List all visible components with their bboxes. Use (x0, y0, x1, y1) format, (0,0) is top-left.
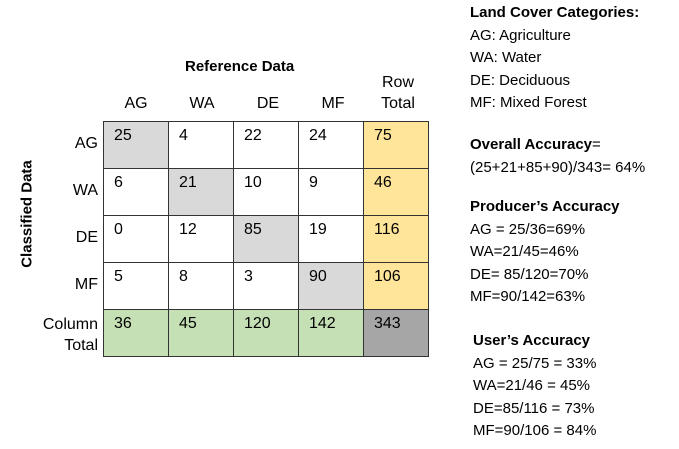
category-item: WA: Water (470, 49, 542, 66)
users-accuracy-item: AG = 25/75 = 33% (473, 354, 597, 372)
producers-accuracy-item: WA=21/45=46% (470, 243, 579, 260)
matrix-cell: 85 (234, 216, 299, 263)
users-accuracy-item: MF=90/106 = 84% (473, 422, 597, 439)
matrix-cell: 9 (299, 169, 364, 216)
matrix-cell: 6 (104, 169, 169, 216)
reference-data-title: Reference Data (185, 58, 295, 75)
column-total-cell: 120 (234, 310, 299, 357)
categories-title: Land Cover Categories: (470, 4, 640, 21)
overall-accuracy-formula: (25+21+85+90)/343= 64% (470, 158, 646, 176)
overall-accuracy: Overall Accuracy= (25+21+85+90)/343= 64% (470, 134, 645, 179)
producers-accuracy: Producer’s Accuracy AG = 25/36=69% WA=21… (470, 196, 620, 309)
row-total-cell: 46 (364, 169, 429, 216)
row-total-header: Row Total (365, 72, 431, 114)
row-total-header-line2: Total (381, 95, 415, 112)
matrix-cell: 4 (169, 122, 234, 169)
column-total-header: Column Total (18, 314, 98, 356)
matrix-cell: 90 (299, 263, 364, 310)
producers-accuracy-item: AG = 25/36=69% (470, 220, 586, 238)
row-total-cell: 116 (364, 216, 429, 263)
matrix-cell: 22 (234, 122, 299, 169)
column-total-cell: 142 (299, 310, 364, 357)
matrix-cell: 10 (234, 169, 299, 216)
matrix-cell: 19 (299, 216, 364, 263)
category-item: MF: Mixed Forest (470, 94, 587, 111)
row-header-wa: WA (72, 182, 98, 199)
category-item: DE: Deciduous (470, 71, 571, 89)
column-total-cell: 45 (169, 310, 234, 357)
matrix-cell: 24 (299, 122, 364, 169)
row-header-mf: MF (74, 276, 98, 293)
producers-accuracy-item: DE= 85/120=70% (470, 265, 589, 283)
matrix-cell: 25 (104, 122, 169, 169)
grand-total-cell: 343 (364, 310, 429, 357)
col-header-mf: MF (321, 95, 345, 112)
matrix-cell: 5 (104, 263, 169, 310)
producers-accuracy-item: MF=90/142=63% (470, 288, 586, 305)
row-total-cell: 106 (364, 263, 429, 310)
matrix-cell: 8 (169, 263, 234, 310)
col-header-wa: WA (189, 95, 215, 112)
row-total-header-line1: Row (381, 74, 414, 91)
col-header-ag: AG (124, 95, 148, 112)
matrix-cell: 3 (234, 263, 299, 310)
column-total-header-line1: Column (42, 316, 98, 333)
column-total-header-line2: Total (64, 337, 98, 354)
col-header-de: DE (256, 95, 280, 112)
users-accuracy-title: User’s Accuracy (473, 332, 591, 349)
matrix-cell: 12 (169, 216, 234, 263)
overall-accuracy-equals: = (592, 136, 601, 153)
category-item: AG: Agriculture (470, 26, 571, 44)
confusion-matrix: 25 4 22 24 75 6 21 10 9 46 0 12 85 19 11… (103, 121, 429, 357)
row-total-cell: 75 (364, 122, 429, 169)
matrix-cell: 0 (104, 216, 169, 263)
column-total-cell: 36 (104, 310, 169, 357)
classified-data-title: Classified Data (18, 160, 36, 268)
users-accuracy-item: WA=21/46 = 45% (473, 377, 591, 394)
producers-accuracy-title: Producer’s Accuracy (470, 198, 620, 215)
overall-accuracy-heading: Overall Accuracy= (470, 134, 645, 157)
row-header-ag: AG (74, 135, 98, 152)
row-header-de: DE (75, 229, 98, 246)
overall-accuracy-title: Overall Accuracy (470, 136, 593, 153)
categories-legend: Land Cover Categories: AG: Agriculture W… (470, 2, 639, 115)
users-accuracy: User’s Accuracy AG = 25/75 = 33% WA=21/4… (473, 330, 596, 443)
users-accuracy-item: DE=85/116 = 73% (473, 399, 595, 417)
matrix-cell: 21 (169, 169, 234, 216)
